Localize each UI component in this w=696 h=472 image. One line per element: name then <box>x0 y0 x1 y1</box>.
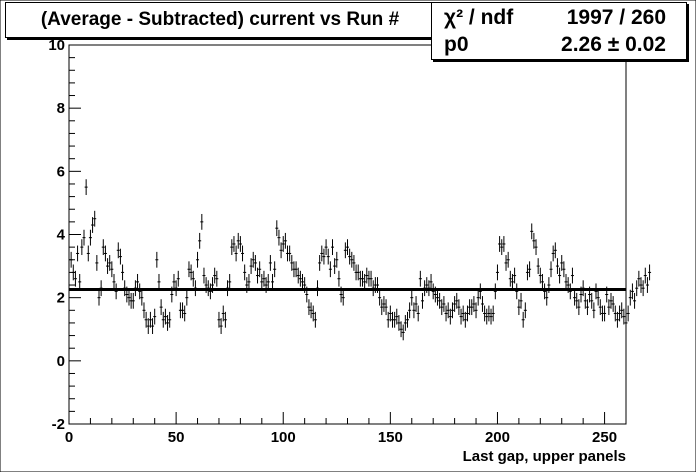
y-tick-label: 0 <box>57 353 65 370</box>
x-axis-label: Last gap, upper panels <box>463 448 626 465</box>
x-tick-label: 100 <box>271 429 296 446</box>
plot-area <box>68 44 627 425</box>
y-axis-ticks: -2 0 2 4 6 8 10 <box>48 37 81 433</box>
stats-p0-value: 2.26 ± 0.02 <box>561 33 666 56</box>
y-tick-label: 2 <box>57 290 65 307</box>
fit-stats-box: χ² / ndf 1997 / 260 p0 2.26 ± 0.02 <box>431 2 687 60</box>
y-tick-label: 6 <box>57 163 65 180</box>
stats-chi2-label: χ² / ndf <box>444 6 514 29</box>
x-axis-ticks: 0 50 100 150 200 250 <box>65 412 627 446</box>
x-tick-label: 150 <box>378 429 403 446</box>
data-points <box>69 186 652 333</box>
stats-row-chi2: χ² / ndf 1997 / 260 <box>432 6 686 34</box>
y-tick-label: -2 <box>52 416 65 433</box>
stats-p0-label: p0 <box>444 33 469 56</box>
x-tick-label: 50 <box>168 429 185 446</box>
x-tick-label: 0 <box>65 429 73 446</box>
title-box: (Average - Subtracted) current vs Run # <box>5 2 435 38</box>
x-tick-label: 250 <box>592 429 617 446</box>
stats-chi2-value: 1997 / 260 <box>566 6 666 29</box>
chart-title: (Average - Subtracted) current vs Run # <box>40 9 400 30</box>
stats-row-p0: p0 2.26 ± 0.02 <box>432 33 686 61</box>
x-tick-label: 200 <box>485 429 510 446</box>
y-tick-label: 10 <box>48 37 65 54</box>
y-tick-label: 4 <box>57 227 66 244</box>
y-tick-label: 8 <box>57 100 65 117</box>
